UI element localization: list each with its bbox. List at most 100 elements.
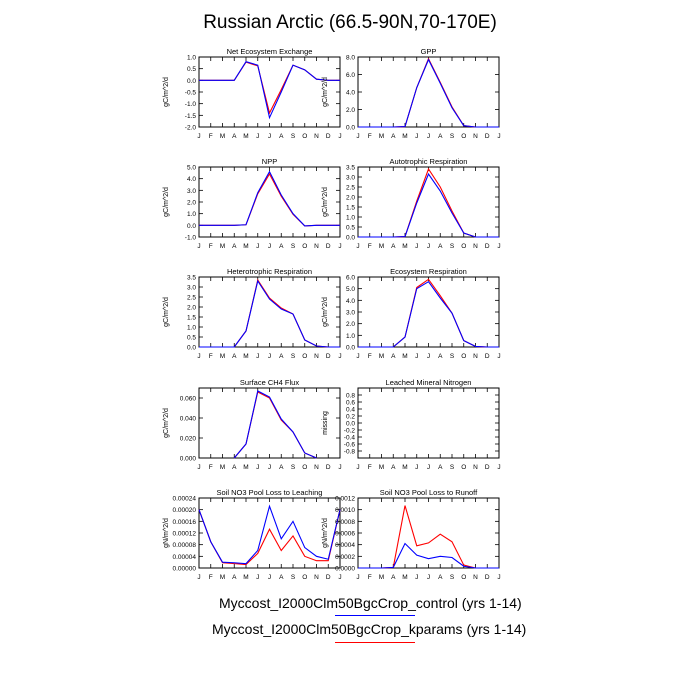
x-tick-label: M xyxy=(243,353,248,360)
x-tick-label: N xyxy=(473,464,478,471)
x-tick-label: J xyxy=(338,243,341,250)
x-tick-label: D xyxy=(326,574,331,581)
series-line xyxy=(198,504,341,565)
y-tick-label: 3.0 xyxy=(346,175,355,182)
y-tick-label: -2.0 xyxy=(185,125,197,132)
x-tick-label: J xyxy=(427,353,430,360)
series-line xyxy=(358,167,499,238)
figure-title: Russian Arctic (66.5-90N,70-170E) xyxy=(203,12,497,33)
y-tick-label: 0.2 xyxy=(346,414,355,421)
x-tick-label: J xyxy=(356,243,359,250)
y-axis-label: gC/m^2/d xyxy=(163,297,170,327)
x-tick-label: J xyxy=(256,133,259,140)
x-tick-label: D xyxy=(485,133,490,140)
y-axis-label: gN/m^2/d xyxy=(163,518,170,548)
x-tick-label: F xyxy=(209,574,213,581)
series-line xyxy=(358,172,499,238)
x-tick-label: F xyxy=(209,133,213,140)
x-tick-label: J xyxy=(497,353,500,360)
x-tick-label: A xyxy=(391,574,396,581)
x-tick-label: J xyxy=(268,133,271,140)
x-tick-label: S xyxy=(291,133,296,140)
plot-frame xyxy=(198,276,341,348)
y-axis-label: gC/m^2/d xyxy=(163,77,170,107)
x-tick-label: O xyxy=(461,464,466,471)
y-tick-label: 1.0 xyxy=(346,215,355,222)
x-tick-label: N xyxy=(314,574,319,581)
x-tick-label: M xyxy=(402,243,407,250)
y-tick-label: 6.0 xyxy=(346,72,355,79)
y-axis-label: gC/m^2/d xyxy=(322,77,329,107)
y-tick-label: 0.4 xyxy=(346,407,355,414)
x-tick-label: J xyxy=(256,574,259,581)
legend-label-kparams: Myccost_I2000Clm50BgcCrop_kparams (yrs 1… xyxy=(212,621,527,637)
y-tick-label: -1.5 xyxy=(185,113,197,120)
x-tick-label: M xyxy=(402,574,407,581)
chart-panel: Net Ecosystem Exchange gC/m^2/d 1.0 0.5 0.0 -… xyxy=(163,47,342,140)
chart-panel: Autotrophic Respiration gC/m^2/d 3.5 3.0 2.5… xyxy=(322,157,501,250)
x-tick-label: A xyxy=(391,243,396,250)
y-tick-label: 2.0 xyxy=(346,107,355,114)
y-tick-label: 2.5 xyxy=(187,295,196,302)
x-tick-label: D xyxy=(326,243,331,250)
x-tick-label: N xyxy=(473,353,478,360)
chart-panel: Heterotrophic Respiration gC/m^2/d 3.5 3.0 2… xyxy=(163,267,342,360)
x-tick-label: O xyxy=(461,353,466,360)
x-tick-label: N xyxy=(314,464,319,471)
y-axis-label: gC/m^2/d xyxy=(322,187,329,217)
x-tick-label: M xyxy=(220,353,225,360)
x-tick-label: J xyxy=(427,243,430,250)
y-tick-label: 2.0 xyxy=(346,321,355,328)
plot-frame xyxy=(357,497,500,569)
y-tick-label: 2.0 xyxy=(346,195,355,202)
y-tick-label: 1.0 xyxy=(187,55,196,62)
y-tick-label: 1.0 xyxy=(187,211,196,218)
y-tick-label: 0.0 xyxy=(346,235,355,242)
y-tick-label: 2.5 xyxy=(346,185,355,192)
panel-title: Ecosystem Respiration xyxy=(390,267,467,276)
y-tick-label: -0.2 xyxy=(344,428,356,435)
y-axis-label: gC/m^2/d xyxy=(163,187,170,217)
x-tick-label: S xyxy=(450,574,455,581)
plot-frame xyxy=(357,276,500,348)
y-tick-label: -0.4 xyxy=(344,435,356,442)
x-tick-label: A xyxy=(279,353,284,360)
x-tick-label: F xyxy=(368,353,372,360)
x-tick-label: A xyxy=(232,133,237,140)
chart-panel: Ecosystem Respiration gC/m^2/d 6.0 5.0 4.0 3.… xyxy=(322,267,501,360)
x-tick-label: J xyxy=(415,353,418,360)
y-axis-label: missing xyxy=(322,411,329,435)
y-tick-label: 0.00000 xyxy=(173,566,197,573)
x-tick-label: J xyxy=(197,574,200,581)
x-tick-label: S xyxy=(291,574,296,581)
y-tick-label: 0.5 xyxy=(187,66,196,73)
y-tick-label: 0.00020 xyxy=(173,507,197,514)
y-tick-label: 0.00016 xyxy=(173,519,197,526)
chart-panel: Soil NO3 Pool Loss to Runoff gN/m^2/d 0.00… xyxy=(322,488,501,581)
x-tick-label: J xyxy=(356,133,359,140)
series-line xyxy=(233,390,317,459)
series-line xyxy=(358,58,499,128)
series-line xyxy=(198,509,341,566)
x-tick-label: M xyxy=(379,243,384,250)
y-tick-label: 5.0 xyxy=(346,286,355,293)
y-tick-label: -0.5 xyxy=(185,90,197,97)
x-tick-label: A xyxy=(438,243,443,250)
y-tick-label: 0.00008 xyxy=(173,542,197,549)
series-line xyxy=(199,61,340,115)
x-tick-label: A xyxy=(391,353,396,360)
x-tick-label: A xyxy=(438,353,443,360)
x-tick-label: N xyxy=(314,243,319,250)
y-tick-label: 3.0 xyxy=(187,285,196,292)
y-axis-label: gC/m^2/d xyxy=(322,297,329,327)
x-tick-label: S xyxy=(291,353,296,360)
y-tick-label: 0.040 xyxy=(180,416,197,423)
x-tick-label: D xyxy=(326,133,331,140)
y-tick-label: 2.0 xyxy=(187,200,196,207)
x-tick-label: J xyxy=(356,574,359,581)
y-tick-label: 0.0004 xyxy=(335,542,355,549)
series-line xyxy=(358,280,499,348)
y-axis-label: gN/m^2/d xyxy=(322,518,329,548)
x-tick-label: M xyxy=(243,574,248,581)
